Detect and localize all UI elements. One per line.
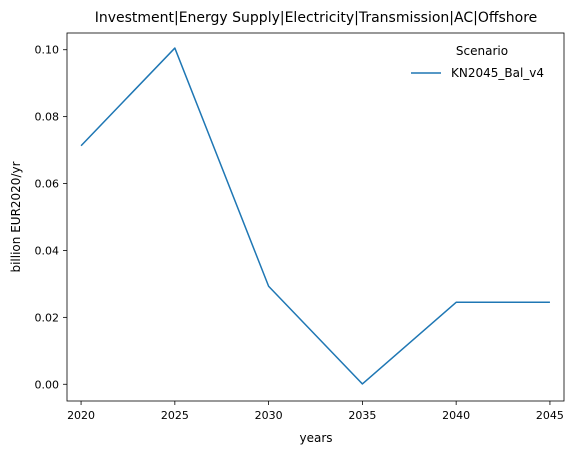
y-tick-label: 0.06: [35, 178, 60, 191]
x-axis-ticks: 2020 2025 2030 2035 2040 2045: [67, 401, 564, 422]
x-tick-label: 2035: [348, 409, 376, 422]
series-line-0: [80, 47, 550, 385]
legend-title: Scenario: [456, 44, 508, 58]
x-tick-label: 2040: [442, 409, 470, 422]
y-tick-label: 0.10: [35, 44, 60, 57]
plot-area-frame: [66, 32, 565, 402]
x-tick-label: 2020: [67, 409, 95, 422]
x-axis-label: years: [299, 431, 332, 445]
chart-title: Investment|Energy Supply|Electricity|Tra…: [95, 10, 538, 26]
legend: Scenario KN2045_Bal_v4: [411, 44, 544, 80]
y-tick-label: 0.04: [35, 244, 60, 257]
legend-series-label: KN2045_Bal_v4: [451, 66, 544, 80]
x-tick-label: 2045: [536, 409, 564, 422]
x-tick-label: 2030: [255, 409, 283, 422]
y-axis-label: billion EUR2020/yr: [9, 161, 23, 272]
y-tick-label: 0.08: [35, 111, 60, 124]
series-group: [80, 47, 550, 385]
y-tick-label: 0.02: [35, 311, 60, 324]
y-tick-label: 0.00: [35, 378, 60, 391]
y-axis-ticks: 0.00 0.02 0.04 0.06 0.08 0.10: [35, 44, 67, 391]
x-tick-label: 2025: [161, 409, 189, 422]
